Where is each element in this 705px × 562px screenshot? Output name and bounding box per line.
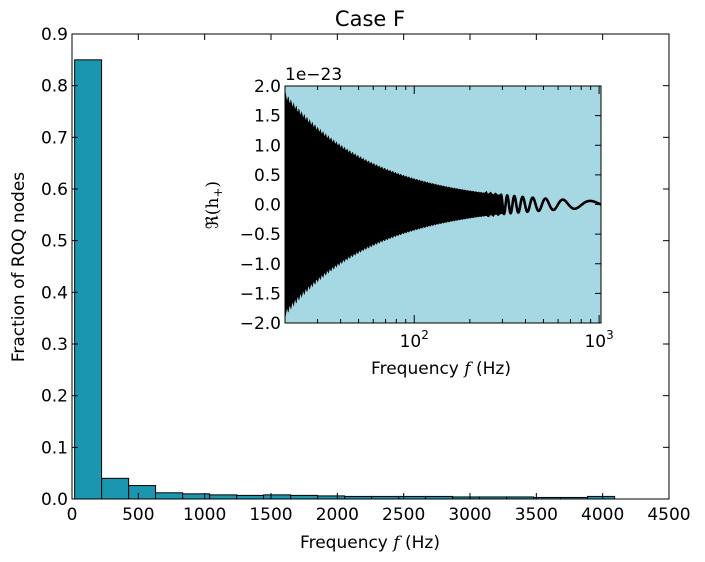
plot-frame: [71, 33, 670, 500]
x-tick-label: 1500: [249, 505, 292, 525]
y-tick-label: 0.2: [41, 387, 68, 407]
x-tick-label: 2000: [316, 505, 359, 525]
x-tick-label: 4000: [581, 505, 624, 525]
waveform-signal: [285, 92, 503, 317]
x-axis-ticks: 0 500 1000 1500 2000 2500 3000 3500 4000 4500: [67, 34, 691, 525]
inset-y-tick-label: −1.0: [240, 255, 281, 275]
inset-x-axis-label: Frequency f (Hz): [371, 359, 511, 379]
inset-y-tick-label: −1.5: [240, 284, 281, 304]
inset-y-tick-label: 1.5: [254, 107, 281, 127]
inset-y-tick-label: 2.0: [254, 77, 281, 97]
x-tick-label: 500: [122, 505, 154, 525]
histogram-bar: [236, 494, 265, 500]
inset-x-tick-label: 102: [400, 328, 429, 352]
x-tick-label: 4500: [647, 505, 690, 525]
x-tick-label: 0: [67, 505, 78, 525]
x-axis-label: Frequency f (Hz): [300, 533, 440, 553]
waveform-line: [483, 190, 602, 218]
x-tick-label: 3500: [515, 505, 558, 525]
y-tick-label: 0.1: [41, 438, 68, 458]
inset-y-tick-label: 0.5: [254, 166, 281, 186]
inset-frame: [284, 85, 602, 324]
inset-y-tick-label: 1.0: [254, 136, 281, 156]
histogram-bar: [128, 485, 157, 500]
histogram-bars: [74, 59, 616, 500]
chart-title: Case F: [335, 7, 405, 31]
histogram-bar: [155, 492, 184, 500]
histogram-bar: [290, 494, 319, 500]
histogram-bar: [209, 494, 238, 500]
inset-y-tick-label: −2.0: [240, 314, 281, 334]
inset-waveform-plot: −2.0 −1.5 −1.0 −0.5 0.0 0.5 1.0 1.5 2.0 102 103 1…: [203, 65, 614, 379]
histogram-bar: [101, 477, 130, 500]
histogram-bar: [263, 494, 292, 500]
y-tick-label: 0.6: [41, 180, 68, 200]
y-tick-label: 0.8: [41, 77, 68, 97]
histogram-bar: [74, 59, 103, 500]
y-tick-label: 0.7: [41, 128, 68, 148]
x-tick-label: 3000: [448, 505, 491, 525]
y-axis-ticks: 0.0 0.1 0.2 0.3 0.4 0.5 0.6 0.7 0.8 0.9: [41, 25, 669, 510]
main-histogram: Case F 0.0 0.1 0.2 0.3 0.4 0.5 0.6 0.7 0.8 0.9 0 5…: [9, 7, 691, 553]
x-tick-label: 1000: [183, 505, 226, 525]
y-tick-label: 0.9: [41, 25, 68, 45]
y-axis-label: Fraction of ROQ nodes: [9, 172, 29, 362]
x-tick-label: 2500: [382, 505, 425, 525]
inset-y-tick-label: −0.5: [240, 225, 281, 245]
inset-y-tick-label: 0.0: [254, 196, 281, 216]
histogram-bar: [182, 493, 211, 500]
y-tick-label: 0.4: [41, 283, 68, 303]
y-tick-label: 0.3: [41, 335, 68, 355]
inset-y-axis-ticks: −2.0 −1.5 −1.0 −0.5 0.0 0.5 1.0 1.5 2.0: [240, 77, 601, 334]
y-tick-label: 0.0: [41, 490, 68, 510]
inset-x-tick-label: 103: [584, 328, 613, 352]
inset-offset-label: 1e−23: [285, 65, 342, 85]
y-tick-label: 0.5: [41, 232, 68, 252]
inset-y-axis-label: ℜ(h+): [203, 181, 225, 229]
